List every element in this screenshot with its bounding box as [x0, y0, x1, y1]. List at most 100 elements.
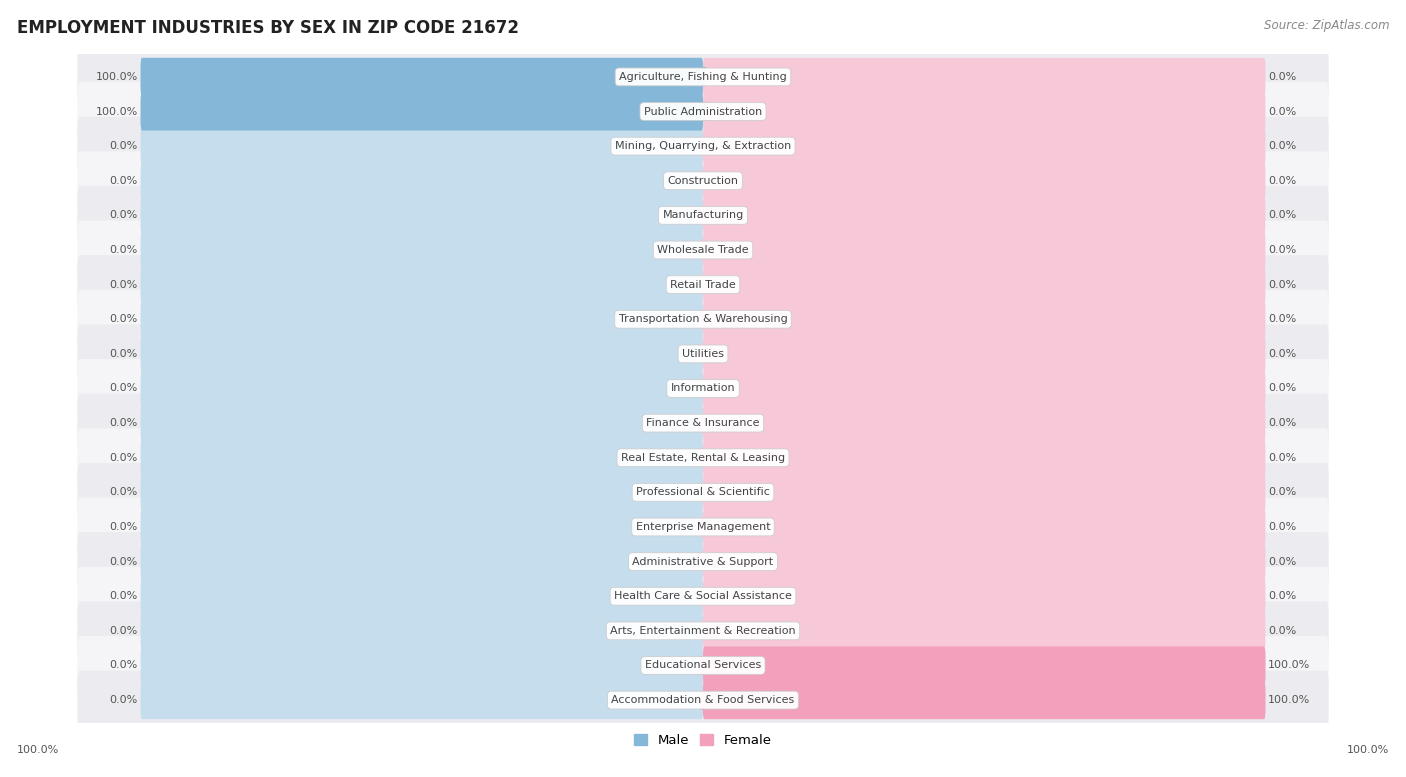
Text: 0.0%: 0.0% — [110, 211, 138, 221]
FancyBboxPatch shape — [703, 300, 1265, 338]
Bar — [700, 483, 704, 502]
FancyBboxPatch shape — [77, 152, 1329, 211]
FancyBboxPatch shape — [141, 231, 703, 269]
Bar — [702, 137, 706, 155]
FancyBboxPatch shape — [703, 473, 1265, 511]
Text: 0.0%: 0.0% — [110, 384, 138, 393]
Text: Health Care & Social Assistance: Health Care & Social Assistance — [614, 591, 792, 601]
FancyBboxPatch shape — [703, 646, 1265, 685]
Text: 0.0%: 0.0% — [1268, 591, 1296, 601]
FancyBboxPatch shape — [77, 601, 1329, 660]
Text: 0.0%: 0.0% — [1268, 453, 1296, 463]
Bar — [702, 483, 706, 502]
Bar — [702, 206, 706, 225]
Text: 0.0%: 0.0% — [110, 280, 138, 290]
Text: 0.0%: 0.0% — [110, 487, 138, 497]
Bar — [700, 587, 704, 606]
FancyBboxPatch shape — [141, 439, 703, 477]
FancyBboxPatch shape — [703, 611, 1265, 650]
FancyBboxPatch shape — [77, 497, 1329, 556]
Bar — [700, 68, 704, 86]
FancyBboxPatch shape — [77, 532, 1329, 591]
Bar — [702, 622, 706, 640]
Text: 0.0%: 0.0% — [110, 349, 138, 359]
Text: Manufacturing: Manufacturing — [662, 211, 744, 221]
Bar — [700, 691, 704, 709]
Text: 0.0%: 0.0% — [1268, 418, 1296, 428]
Bar — [702, 587, 706, 606]
Text: 0.0%: 0.0% — [1268, 314, 1296, 324]
FancyBboxPatch shape — [703, 681, 1265, 720]
Text: 0.0%: 0.0% — [110, 625, 138, 636]
Text: 0.0%: 0.0% — [110, 314, 138, 324]
FancyBboxPatch shape — [703, 646, 1265, 685]
FancyBboxPatch shape — [141, 266, 703, 304]
FancyBboxPatch shape — [77, 463, 1329, 522]
Text: 0.0%: 0.0% — [110, 418, 138, 428]
Text: 0.0%: 0.0% — [1268, 349, 1296, 359]
FancyBboxPatch shape — [77, 566, 1329, 625]
FancyBboxPatch shape — [77, 186, 1329, 245]
Text: Professional & Scientific: Professional & Scientific — [636, 487, 770, 497]
Bar — [700, 137, 704, 155]
Text: Finance & Insurance: Finance & Insurance — [647, 418, 759, 428]
Text: 100.0%: 100.0% — [96, 72, 138, 82]
Text: 0.0%: 0.0% — [1268, 556, 1296, 566]
Text: 0.0%: 0.0% — [1268, 487, 1296, 497]
Text: 0.0%: 0.0% — [1268, 625, 1296, 636]
Text: 100.0%: 100.0% — [1347, 745, 1389, 755]
FancyBboxPatch shape — [141, 681, 703, 720]
FancyBboxPatch shape — [77, 47, 1329, 106]
Legend: Male, Female: Male, Female — [628, 729, 778, 753]
Bar — [700, 448, 704, 467]
Bar — [702, 517, 706, 536]
Text: Construction: Construction — [668, 176, 738, 186]
Bar — [700, 275, 704, 294]
Text: Real Estate, Rental & Leasing: Real Estate, Rental & Leasing — [621, 453, 785, 463]
Text: Public Administration: Public Administration — [644, 106, 762, 117]
FancyBboxPatch shape — [77, 394, 1329, 452]
Text: 0.0%: 0.0% — [1268, 245, 1296, 255]
FancyBboxPatch shape — [141, 646, 703, 685]
FancyBboxPatch shape — [141, 57, 703, 96]
Text: Retail Trade: Retail Trade — [671, 280, 735, 290]
Text: Arts, Entertainment & Recreation: Arts, Entertainment & Recreation — [610, 625, 796, 636]
Bar — [702, 310, 706, 329]
Bar — [702, 691, 706, 709]
FancyBboxPatch shape — [703, 162, 1265, 200]
FancyBboxPatch shape — [77, 636, 1329, 695]
Text: 100.0%: 100.0% — [17, 745, 59, 755]
FancyBboxPatch shape — [141, 57, 703, 96]
FancyBboxPatch shape — [703, 231, 1265, 269]
Bar — [700, 622, 704, 640]
Text: 0.0%: 0.0% — [110, 695, 138, 705]
Text: 0.0%: 0.0% — [110, 660, 138, 671]
Text: 0.0%: 0.0% — [1268, 141, 1296, 152]
FancyBboxPatch shape — [77, 117, 1329, 176]
Bar — [702, 275, 706, 294]
Bar — [700, 344, 704, 364]
FancyBboxPatch shape — [77, 255, 1329, 314]
Text: Information: Information — [671, 384, 735, 393]
Bar — [700, 517, 704, 536]
Text: 100.0%: 100.0% — [96, 106, 138, 117]
Bar — [702, 448, 706, 467]
Text: 0.0%: 0.0% — [1268, 280, 1296, 290]
FancyBboxPatch shape — [141, 611, 703, 650]
FancyBboxPatch shape — [703, 127, 1265, 166]
FancyBboxPatch shape — [141, 92, 703, 131]
Bar — [700, 171, 704, 190]
Text: Accommodation & Food Services: Accommodation & Food Services — [612, 695, 794, 705]
Text: Educational Services: Educational Services — [645, 660, 761, 671]
Text: 0.0%: 0.0% — [1268, 384, 1296, 393]
FancyBboxPatch shape — [141, 127, 703, 166]
Text: 0.0%: 0.0% — [110, 141, 138, 152]
Bar — [700, 241, 704, 260]
FancyBboxPatch shape — [703, 577, 1265, 615]
Bar — [702, 68, 706, 86]
Bar — [700, 552, 704, 571]
FancyBboxPatch shape — [703, 439, 1265, 477]
Text: 100.0%: 100.0% — [1268, 660, 1310, 671]
FancyBboxPatch shape — [141, 300, 703, 338]
FancyBboxPatch shape — [703, 508, 1265, 546]
